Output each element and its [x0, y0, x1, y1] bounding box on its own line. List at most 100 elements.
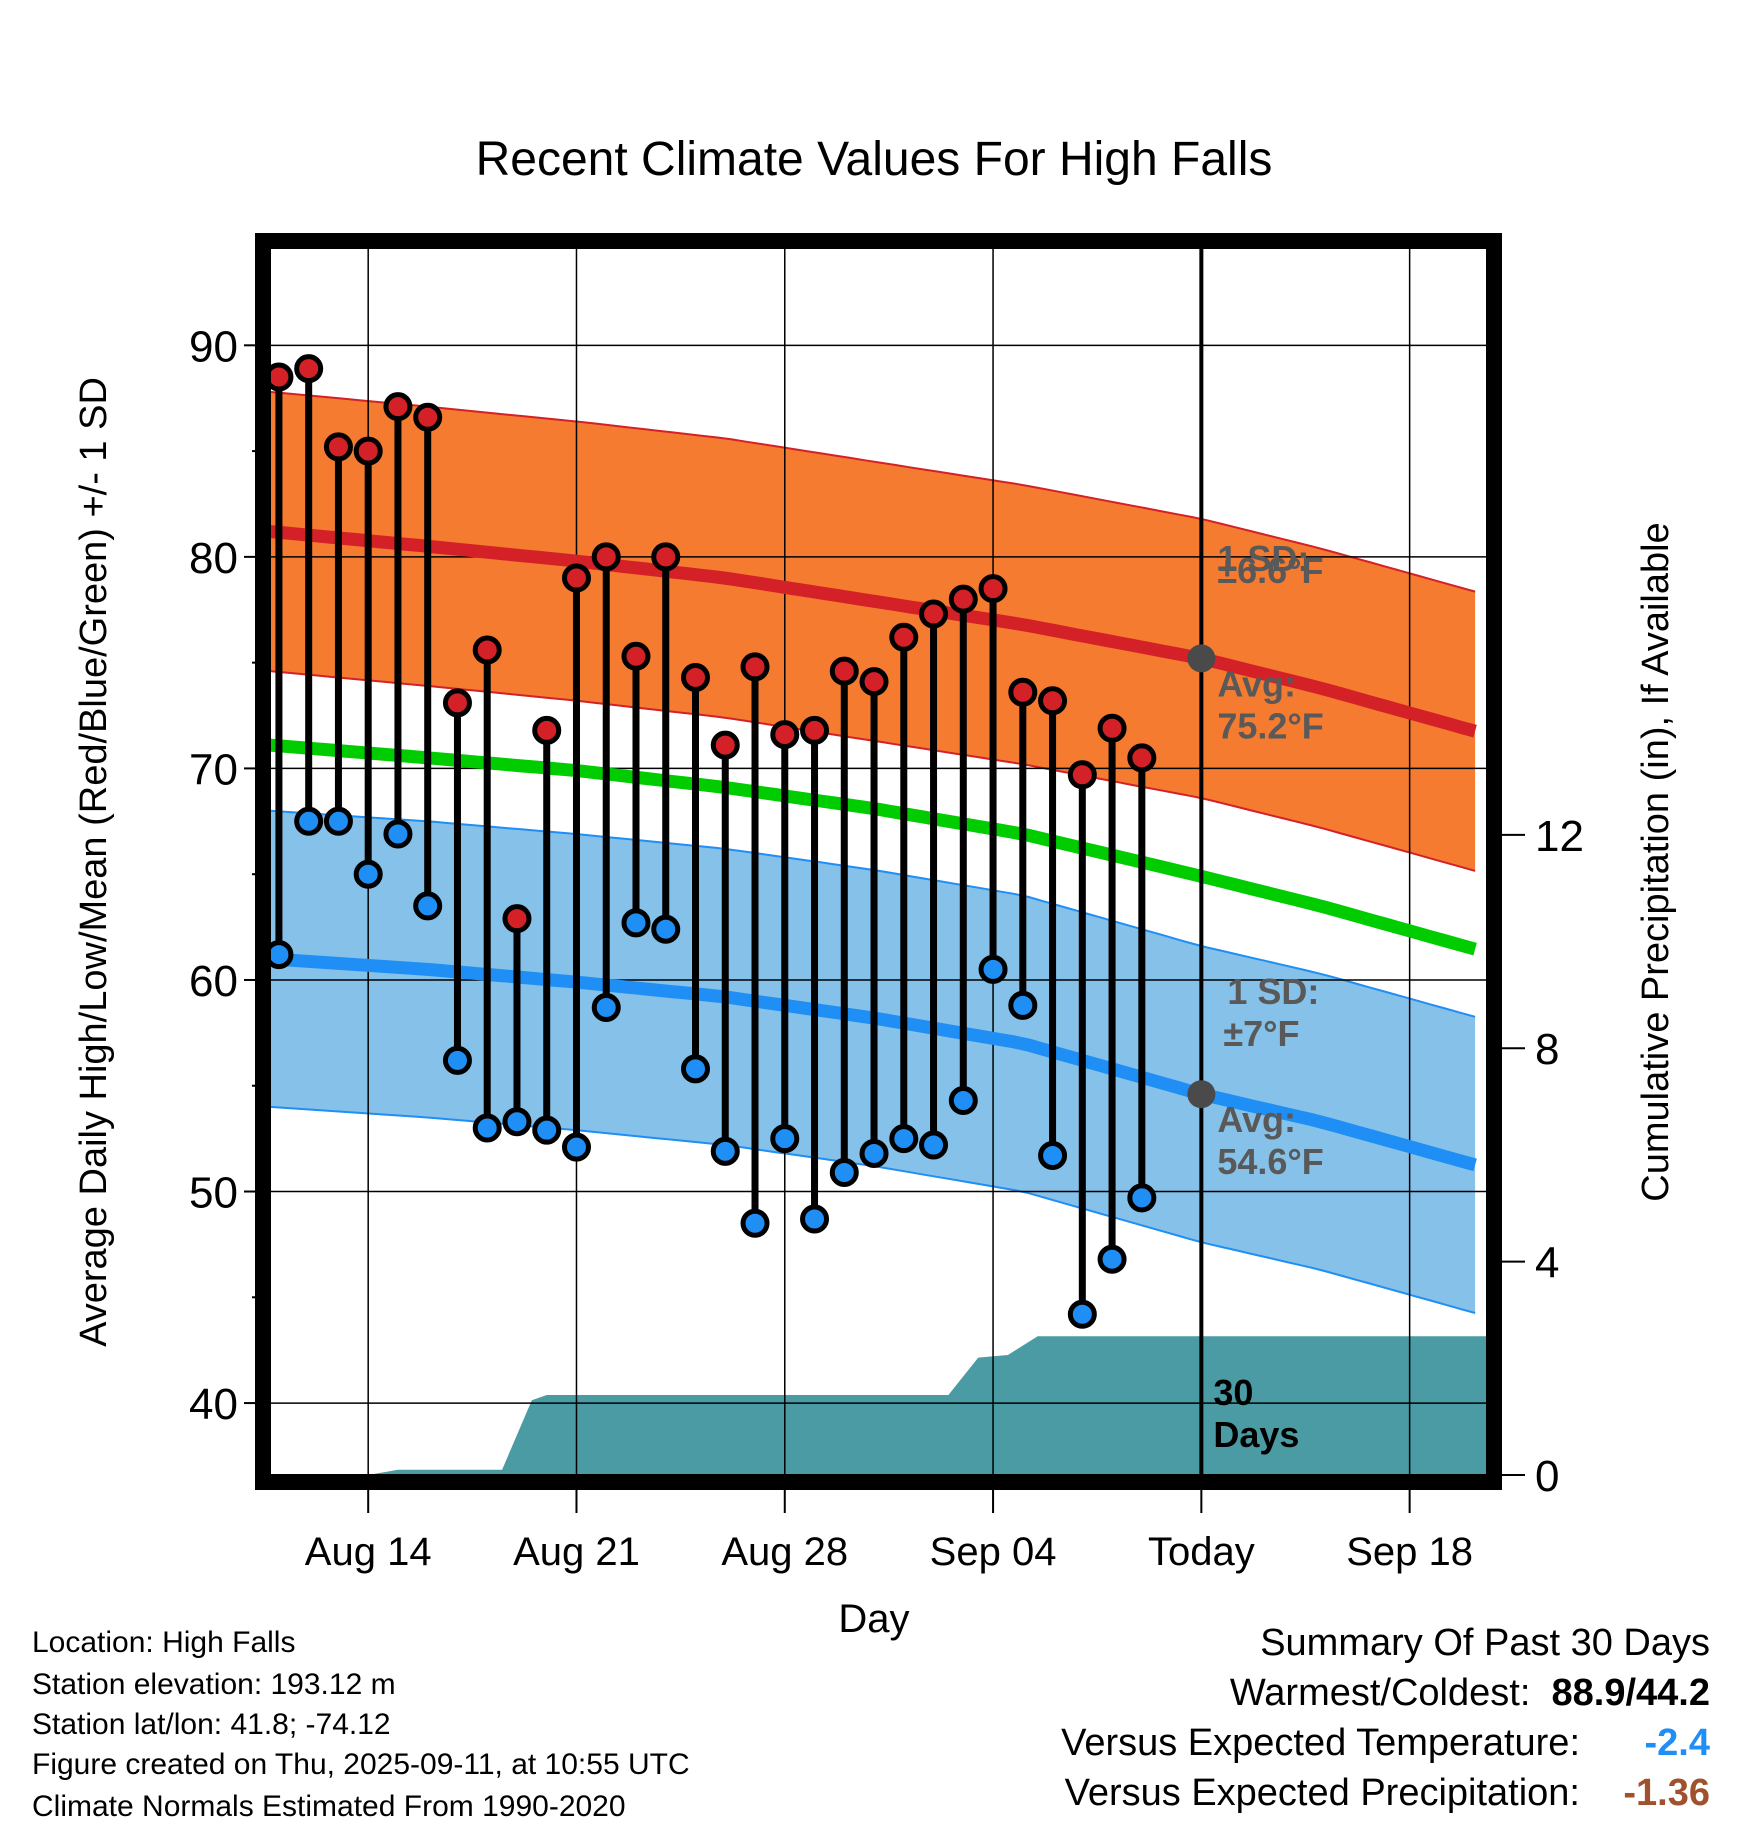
daily-high-point — [353, 436, 383, 466]
y-tick-label: 70 — [189, 745, 238, 794]
daily-low-point — [1067, 1299, 1097, 1329]
summary-warm-cold: Warmest/Coldest: 88.9/44.2 — [1230, 1672, 1710, 1715]
daily-low-point — [532, 1115, 562, 1145]
high-sd-label: 1 SD: — [1217, 538, 1309, 579]
y-axis-label: Average Daily High/Low/Mean (Red/Blue/Gr… — [73, 377, 115, 1347]
x-tick-label: Aug 28 — [721, 1530, 848, 1574]
daily-high-point — [829, 656, 859, 686]
summary-precip: Versus Expected Precipitation: -1.36 — [1065, 1772, 1710, 1815]
daily-low-point — [621, 908, 651, 938]
daily-high-point — [323, 432, 353, 462]
x-tick-label: Sep 04 — [930, 1530, 1057, 1574]
x-tick-label: Aug 21 — [513, 1530, 640, 1574]
elevation-text: Station elevation: 193.12 m — [32, 1668, 396, 1701]
normals-text: Climate Normals Estimated From 1990-2020 — [32, 1790, 626, 1823]
daily-high-point — [532, 715, 562, 745]
x-tick-label: Sep 18 — [1346, 1530, 1473, 1574]
warm-cold-value: 88.9/44.2 — [1551, 1672, 1710, 1714]
daily-low-point — [948, 1086, 978, 1116]
daily-high-point — [889, 622, 919, 652]
summary-temp: Versus Expected Temperature: -2.4 — [1061, 1722, 1710, 1765]
precip-label: Versus Expected Precipitation: — [1064, 1772, 1580, 1814]
daily-high-point — [681, 662, 711, 692]
y2-tick-label: 0 — [1535, 1452, 1559, 1501]
location-text: Location: High Falls — [32, 1626, 296, 1659]
daily-low-point — [770, 1124, 800, 1154]
daily-high-point — [1127, 743, 1157, 773]
daily-high-point — [383, 392, 413, 422]
high-sd-band — [270, 391, 1476, 871]
low-sd-label: 1 SD: — [1227, 971, 1319, 1012]
latlon-text: Station lat/lon: 41.8; -74.12 — [32, 1708, 391, 1741]
daily-low-point — [1127, 1183, 1157, 1213]
today-low-avg-marker — [1187, 1080, 1216, 1109]
daily-low-point — [651, 914, 681, 944]
daily-high-point — [859, 667, 889, 697]
chart-title: Recent Climate Values For High Falls — [476, 133, 1273, 186]
plot-frame — [255, 233, 1502, 1490]
daily-low-point — [353, 859, 383, 889]
daily-low-point — [1097, 1244, 1127, 1274]
y-tick-label: 90 — [189, 322, 238, 371]
daily-high-point — [978, 574, 1008, 604]
daily-high-point — [413, 402, 443, 432]
today-high-avg-marker — [1187, 644, 1216, 673]
daily-low-point — [681, 1054, 711, 1084]
x-tick-label: Today — [1148, 1530, 1255, 1574]
y2-tick-label: 12 — [1535, 812, 1584, 861]
daily-high-point — [502, 904, 532, 934]
created-text: Figure created on Thu, 2025-09-11, at 10… — [32, 1748, 690, 1781]
y-tick-label: 80 — [189, 534, 238, 583]
daily-low-point — [829, 1157, 859, 1187]
daily-high-point — [800, 715, 830, 745]
daily-low-point — [859, 1138, 889, 1168]
precip-value: -1.36 — [1623, 1772, 1710, 1814]
daily-low-point — [442, 1045, 472, 1075]
daily-high-point — [442, 688, 472, 718]
daily-low-point — [294, 806, 324, 836]
summary-title: Summary Of Past 30 Days — [1260, 1622, 1710, 1664]
days-label-1: 30 — [1213, 1372, 1253, 1413]
warm-cold-label: Warmest/Coldest: — [1229, 1672, 1531, 1714]
daily-high-point — [294, 354, 324, 384]
daily-high-point — [740, 652, 770, 682]
daily-high-point — [651, 542, 681, 572]
daily-low-point — [1038, 1141, 1068, 1171]
daily-high-point — [561, 563, 591, 593]
daily-low-point — [472, 1113, 502, 1143]
temp-label: Versus Expected Temperature: — [1061, 1722, 1580, 1764]
daily-low-point — [323, 806, 353, 836]
normal-high-line — [269, 525, 1477, 738]
y-tick-label: 60 — [189, 957, 238, 1006]
daily-low-point — [383, 819, 413, 849]
daily-low-point — [591, 992, 621, 1022]
days-label-2: Days — [1213, 1414, 1299, 1455]
daily-low-point — [710, 1136, 740, 1166]
y2-axis-label: Cumulative Precipitation (in), If Availa… — [1635, 522, 1677, 1201]
low-avg-label: Avg: — [1217, 1099, 1296, 1140]
daily-high-point — [472, 635, 502, 665]
daily-high-point — [1038, 686, 1068, 716]
daily-low-point — [1008, 990, 1038, 1020]
daily-low-point — [978, 954, 1008, 984]
daily-high-point — [621, 641, 651, 671]
temp-value: -2.4 — [1644, 1722, 1710, 1764]
daily-high-point — [1067, 760, 1097, 790]
low-avg-value: 54.6°F — [1217, 1141, 1323, 1182]
daily-low-point — [502, 1107, 532, 1137]
x-tick-label: Aug 14 — [305, 1530, 432, 1574]
daily-low-point — [740, 1208, 770, 1238]
daily-high-point — [1097, 713, 1127, 743]
daily-low-point — [889, 1124, 919, 1154]
daily-high-point — [710, 730, 740, 760]
high-avg-value: 75.2°F — [1217, 705, 1323, 746]
high-sd-band-upper-edge — [269, 390, 1476, 593]
y-tick-label: 40 — [189, 1380, 238, 1429]
y-tick-label: 50 — [189, 1169, 238, 1218]
x-axis-label: Day — [838, 1597, 909, 1641]
daily-low-point — [561, 1132, 591, 1162]
daily-low-point — [919, 1130, 949, 1160]
daily-high-point — [1008, 677, 1038, 707]
